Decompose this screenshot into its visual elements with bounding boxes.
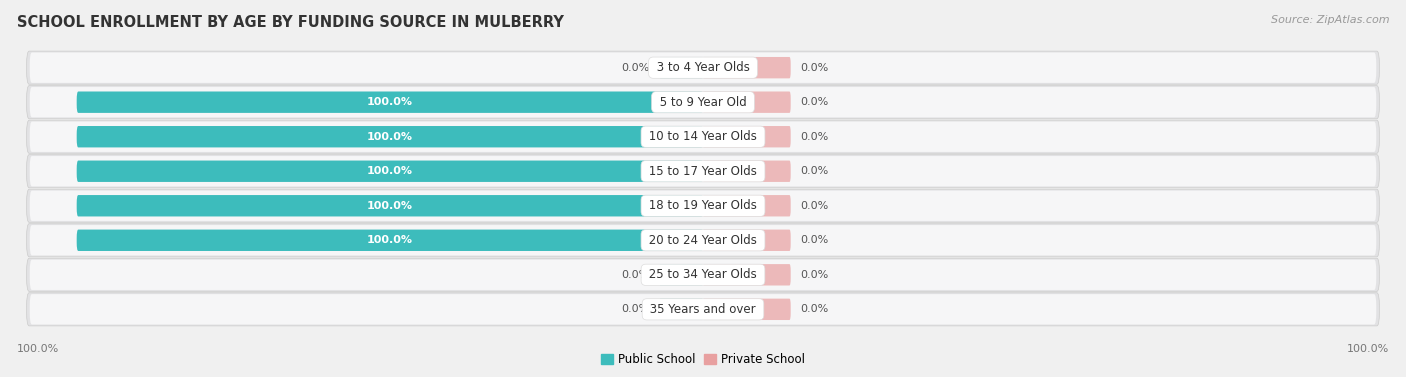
FancyBboxPatch shape bbox=[703, 195, 790, 216]
Text: 25 to 34 Year Olds: 25 to 34 Year Olds bbox=[645, 268, 761, 281]
Text: 35 Years and over: 35 Years and over bbox=[647, 303, 759, 316]
Text: 0.0%: 0.0% bbox=[800, 166, 828, 176]
Text: 0.0%: 0.0% bbox=[800, 235, 828, 245]
FancyBboxPatch shape bbox=[703, 57, 790, 78]
Text: 100.0%: 100.0% bbox=[367, 97, 413, 107]
FancyBboxPatch shape bbox=[659, 57, 703, 78]
FancyBboxPatch shape bbox=[30, 294, 1376, 325]
FancyBboxPatch shape bbox=[703, 161, 790, 182]
FancyBboxPatch shape bbox=[703, 230, 790, 251]
FancyBboxPatch shape bbox=[27, 120, 1379, 153]
FancyBboxPatch shape bbox=[27, 51, 1379, 84]
FancyBboxPatch shape bbox=[659, 264, 703, 285]
Text: 0.0%: 0.0% bbox=[621, 63, 650, 73]
FancyBboxPatch shape bbox=[77, 161, 703, 182]
Text: 100.0%: 100.0% bbox=[367, 235, 413, 245]
FancyBboxPatch shape bbox=[703, 92, 790, 113]
Text: 100.0%: 100.0% bbox=[17, 344, 59, 354]
Text: 0.0%: 0.0% bbox=[800, 304, 828, 314]
FancyBboxPatch shape bbox=[659, 299, 703, 320]
Text: 100.0%: 100.0% bbox=[1347, 344, 1389, 354]
FancyBboxPatch shape bbox=[30, 87, 1376, 117]
FancyBboxPatch shape bbox=[77, 230, 703, 251]
FancyBboxPatch shape bbox=[77, 126, 703, 147]
FancyBboxPatch shape bbox=[703, 264, 790, 285]
FancyBboxPatch shape bbox=[77, 195, 703, 216]
Text: 5 to 9 Year Old: 5 to 9 Year Old bbox=[655, 96, 751, 109]
FancyBboxPatch shape bbox=[27, 86, 1379, 119]
FancyBboxPatch shape bbox=[30, 52, 1376, 83]
FancyBboxPatch shape bbox=[30, 260, 1376, 290]
Text: 0.0%: 0.0% bbox=[800, 132, 828, 142]
Text: 0.0%: 0.0% bbox=[621, 270, 650, 280]
Text: Source: ZipAtlas.com: Source: ZipAtlas.com bbox=[1271, 15, 1389, 25]
FancyBboxPatch shape bbox=[30, 156, 1376, 187]
Text: 3 to 4 Year Olds: 3 to 4 Year Olds bbox=[652, 61, 754, 74]
Text: 100.0%: 100.0% bbox=[367, 201, 413, 211]
FancyBboxPatch shape bbox=[30, 190, 1376, 221]
Text: 18 to 19 Year Olds: 18 to 19 Year Olds bbox=[645, 199, 761, 212]
Text: 0.0%: 0.0% bbox=[800, 201, 828, 211]
FancyBboxPatch shape bbox=[27, 189, 1379, 222]
Text: 100.0%: 100.0% bbox=[367, 132, 413, 142]
Text: 0.0%: 0.0% bbox=[800, 63, 828, 73]
FancyBboxPatch shape bbox=[30, 225, 1376, 256]
Text: 0.0%: 0.0% bbox=[800, 270, 828, 280]
Text: 15 to 17 Year Olds: 15 to 17 Year Olds bbox=[645, 165, 761, 178]
Text: 100.0%: 100.0% bbox=[367, 166, 413, 176]
Text: 0.0%: 0.0% bbox=[621, 304, 650, 314]
FancyBboxPatch shape bbox=[703, 126, 790, 147]
FancyBboxPatch shape bbox=[77, 92, 703, 113]
FancyBboxPatch shape bbox=[27, 224, 1379, 257]
Legend: Public School, Private School: Public School, Private School bbox=[600, 353, 806, 366]
FancyBboxPatch shape bbox=[30, 121, 1376, 152]
FancyBboxPatch shape bbox=[27, 293, 1379, 326]
Text: 0.0%: 0.0% bbox=[800, 97, 828, 107]
FancyBboxPatch shape bbox=[27, 258, 1379, 291]
FancyBboxPatch shape bbox=[27, 155, 1379, 188]
Text: 20 to 24 Year Olds: 20 to 24 Year Olds bbox=[645, 234, 761, 247]
FancyBboxPatch shape bbox=[703, 299, 790, 320]
Text: 10 to 14 Year Olds: 10 to 14 Year Olds bbox=[645, 130, 761, 143]
Text: SCHOOL ENROLLMENT BY AGE BY FUNDING SOURCE IN MULBERRY: SCHOOL ENROLLMENT BY AGE BY FUNDING SOUR… bbox=[17, 15, 564, 30]
